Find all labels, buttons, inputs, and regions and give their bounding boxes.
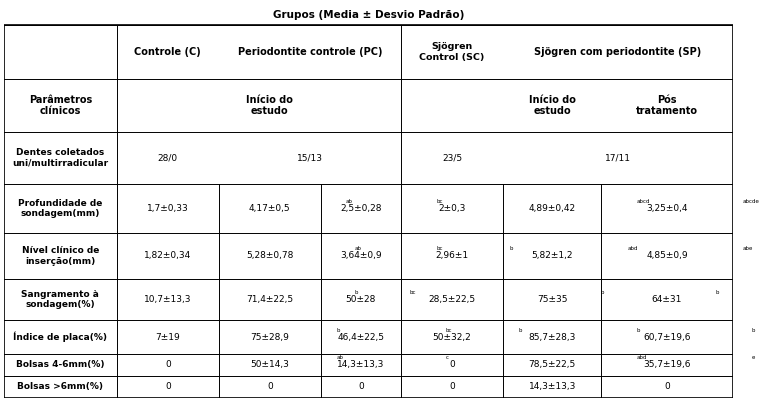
Text: Parâmetros
clínicos: Parâmetros clínicos: [29, 95, 92, 116]
Text: abcde: abcde: [742, 199, 759, 204]
Text: bc: bc: [410, 290, 416, 295]
Text: 2,96±1: 2,96±1: [436, 251, 468, 261]
Text: b: b: [716, 290, 720, 295]
Text: 23/5: 23/5: [442, 153, 462, 162]
Text: Bolsas >6mm(%): Bolsas >6mm(%): [17, 382, 103, 391]
Text: Sjögren com periodontite (SP): Sjögren com periodontite (SP): [534, 47, 701, 57]
Text: Nível clínico de
inserção(mm): Nível clínico de inserção(mm): [22, 246, 99, 266]
Text: 0: 0: [664, 382, 670, 391]
Text: ab: ab: [354, 246, 361, 251]
Text: 0: 0: [449, 360, 455, 369]
Text: bc: bc: [446, 328, 452, 332]
Text: 3,64±0,9: 3,64±0,9: [340, 251, 382, 261]
Text: e: e: [751, 355, 755, 360]
Text: b: b: [354, 290, 358, 295]
Text: 14,3±13,3: 14,3±13,3: [337, 360, 385, 369]
Text: Índice de placa(%): Índice de placa(%): [14, 332, 107, 342]
Text: Periodontite controle (PC): Periodontite controle (PC): [238, 47, 383, 57]
Text: 35,7±19,6: 35,7±19,6: [644, 360, 691, 369]
Text: 28,5±22,5: 28,5±22,5: [429, 295, 476, 304]
Text: 4,85±0,9: 4,85±0,9: [646, 251, 688, 261]
Text: 2±0,3: 2±0,3: [439, 204, 466, 213]
Text: 10,7±13,3: 10,7±13,3: [144, 295, 191, 304]
Text: Sjögren
Control (SC): Sjögren Control (SC): [420, 42, 485, 61]
Text: 75±35: 75±35: [537, 295, 568, 304]
Text: b: b: [751, 328, 755, 332]
Text: 1,82±0,34: 1,82±0,34: [144, 251, 191, 261]
Text: Início do
estudo: Início do estudo: [529, 95, 575, 116]
Text: c: c: [446, 355, 449, 360]
Text: 7±19: 7±19: [156, 333, 180, 342]
Text: 85,7±28,3: 85,7±28,3: [528, 333, 576, 342]
Text: bc: bc: [436, 246, 443, 251]
Text: 28/0: 28/0: [158, 153, 178, 162]
Text: Bolsas 4-6mm(%): Bolsas 4-6mm(%): [16, 360, 105, 369]
Text: abd: abd: [637, 355, 647, 360]
Text: 14,3±13,3: 14,3±13,3: [528, 382, 576, 391]
Text: 0: 0: [358, 382, 364, 391]
Text: 2,5±0,28: 2,5±0,28: [340, 204, 382, 213]
Text: 50±14,3: 50±14,3: [250, 360, 289, 369]
Text: 71,4±22,5: 71,4±22,5: [247, 295, 294, 304]
Text: ab: ab: [336, 355, 344, 360]
Text: 64±31: 64±31: [652, 295, 682, 304]
Text: Grupos (Media ± Desvio Padrão): Grupos (Media ± Desvio Padrão): [272, 10, 464, 20]
Text: ab: ab: [345, 199, 352, 204]
Text: Profundidade de
sondagem(mm): Profundidade de sondagem(mm): [18, 199, 102, 218]
Text: 1,7±0,33: 1,7±0,33: [147, 204, 189, 213]
Text: 17/11: 17/11: [605, 153, 631, 162]
Text: 60,7±19,6: 60,7±19,6: [644, 333, 691, 342]
Text: 4,89±0,42: 4,89±0,42: [529, 204, 576, 213]
Text: Dentes coletados
uni/multirradicular: Dentes coletados uni/multirradicular: [12, 148, 109, 168]
Text: Pós
tratamento: Pós tratamento: [636, 95, 698, 116]
Text: 75±28,9: 75±28,9: [250, 333, 289, 342]
Text: 50±32,2: 50±32,2: [433, 333, 471, 342]
Text: b: b: [336, 328, 340, 332]
Text: b: b: [518, 328, 522, 332]
Text: 4,17±0,5: 4,17±0,5: [249, 204, 291, 213]
Text: 0: 0: [267, 382, 272, 391]
Text: Início do
estudo: Início do estudo: [247, 95, 293, 116]
Text: 0: 0: [165, 382, 171, 391]
Text: Controle (C): Controle (C): [134, 47, 201, 57]
Text: bc: bc: [436, 199, 443, 204]
Text: 5,82±1,2: 5,82±1,2: [531, 251, 573, 261]
Text: 0: 0: [449, 382, 455, 391]
Text: 50±28: 50±28: [346, 295, 376, 304]
Text: 15/13: 15/13: [297, 153, 323, 162]
Text: Sangramento à
sondagem(%): Sangramento à sondagem(%): [21, 290, 99, 309]
Text: 3,25±0,4: 3,25±0,4: [646, 204, 688, 213]
Text: abcd: abcd: [637, 199, 650, 204]
Text: 0: 0: [165, 360, 171, 369]
Text: b: b: [510, 246, 513, 251]
Text: 5,28±0,78: 5,28±0,78: [246, 251, 294, 261]
Text: 78,5±22,5: 78,5±22,5: [528, 360, 576, 369]
Text: 46,4±22,5: 46,4±22,5: [338, 333, 385, 342]
Text: b: b: [637, 328, 641, 332]
Text: b: b: [601, 290, 604, 295]
Text: abd: abd: [628, 246, 638, 251]
Text: abe: abe: [742, 246, 753, 251]
